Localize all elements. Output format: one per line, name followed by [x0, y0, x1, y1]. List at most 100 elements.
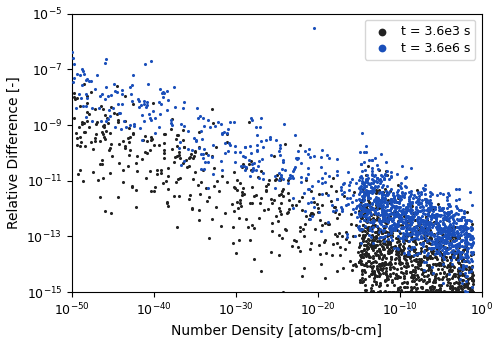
t = 3.6e3 s [464, 278, 471, 284]
t = 3.6e6 s [468, 224, 475, 229]
t = 3.6e6 s [379, 235, 387, 240]
t = 3.6e6 s [444, 201, 452, 206]
t = 3.6e6 s [450, 223, 458, 229]
t = 3.6e6 s [426, 220, 434, 226]
t = 3.6e6 s [444, 224, 452, 229]
t = 3.6e6 s [422, 221, 430, 227]
t = 3.6e6 s [414, 197, 422, 202]
t = 3.6e3 s [459, 271, 467, 277]
t = 3.6e3 s [456, 289, 464, 295]
t = 3.6e3 s [396, 289, 404, 295]
t = 3.6e3 s [212, 205, 220, 210]
t = 3.6e6 s [396, 226, 404, 231]
t = 3.6e3 s [394, 275, 402, 281]
t = 3.6e3 s [428, 289, 436, 295]
t = 3.6e3 s [296, 228, 304, 234]
t = 3.6e3 s [326, 183, 334, 189]
t = 3.6e3 s [232, 177, 240, 183]
t = 3.6e6 s [394, 211, 402, 217]
t = 3.6e6 s [438, 231, 446, 236]
t = 3.6e6 s [342, 202, 349, 208]
t = 3.6e6 s [420, 259, 428, 264]
t = 3.6e3 s [412, 289, 420, 295]
t = 3.6e6 s [362, 191, 370, 197]
t = 3.6e6 s [356, 161, 364, 166]
t = 3.6e3 s [288, 203, 296, 208]
t = 3.6e6 s [386, 234, 394, 239]
t = 3.6e3 s [364, 258, 372, 264]
t = 3.6e6 s [384, 216, 392, 221]
t = 3.6e6 s [272, 137, 280, 142]
t = 3.6e3 s [462, 243, 470, 248]
t = 3.6e3 s [107, 141, 115, 147]
t = 3.6e6 s [468, 203, 475, 208]
t = 3.6e3 s [383, 244, 391, 250]
t = 3.6e3 s [370, 234, 378, 240]
t = 3.6e6 s [76, 72, 84, 78]
t = 3.6e6 s [368, 186, 376, 191]
t = 3.6e6 s [434, 224, 442, 229]
t = 3.6e3 s [394, 275, 402, 280]
t = 3.6e3 s [104, 115, 112, 121]
t = 3.6e3 s [378, 229, 386, 234]
t = 3.6e3 s [328, 175, 336, 181]
t = 3.6e6 s [369, 220, 377, 226]
t = 3.6e3 s [402, 268, 410, 274]
t = 3.6e6 s [210, 124, 218, 129]
t = 3.6e3 s [359, 180, 367, 186]
t = 3.6e3 s [466, 289, 474, 295]
t = 3.6e6 s [322, 152, 330, 158]
t = 3.6e3 s [426, 235, 434, 240]
t = 3.6e3 s [415, 263, 423, 268]
t = 3.6e3 s [365, 224, 373, 229]
t = 3.6e3 s [356, 259, 364, 265]
t = 3.6e6 s [360, 191, 368, 196]
t = 3.6e6 s [385, 226, 393, 231]
t = 3.6e3 s [382, 277, 390, 283]
t = 3.6e3 s [333, 240, 341, 246]
t = 3.6e6 s [438, 215, 446, 221]
t = 3.6e3 s [360, 262, 368, 268]
t = 3.6e3 s [374, 265, 382, 270]
t = 3.6e3 s [376, 280, 384, 286]
t = 3.6e6 s [252, 124, 260, 130]
t = 3.6e6 s [129, 72, 137, 78]
t = 3.6e6 s [462, 229, 470, 235]
t = 3.6e3 s [450, 252, 458, 257]
t = 3.6e3 s [374, 231, 382, 237]
t = 3.6e6 s [209, 142, 217, 148]
t = 3.6e3 s [468, 272, 476, 277]
t = 3.6e6 s [402, 175, 409, 180]
t = 3.6e3 s [372, 259, 380, 264]
t = 3.6e6 s [402, 214, 410, 219]
t = 3.6e3 s [420, 235, 428, 240]
t = 3.6e6 s [109, 105, 117, 111]
t = 3.6e3 s [358, 249, 366, 254]
t = 3.6e6 s [256, 158, 264, 163]
t = 3.6e3 s [448, 253, 456, 258]
t = 3.6e3 s [452, 243, 460, 248]
t = 3.6e3 s [422, 280, 430, 286]
t = 3.6e3 s [434, 266, 442, 272]
t = 3.6e6 s [286, 175, 294, 180]
t = 3.6e6 s [376, 203, 384, 209]
t = 3.6e3 s [212, 144, 220, 150]
t = 3.6e6 s [442, 234, 450, 240]
t = 3.6e6 s [362, 177, 370, 182]
t = 3.6e3 s [391, 275, 399, 281]
t = 3.6e6 s [402, 223, 410, 228]
t = 3.6e3 s [356, 259, 364, 265]
t = 3.6e3 s [404, 207, 412, 212]
t = 3.6e3 s [393, 249, 401, 254]
t = 3.6e3 s [296, 142, 304, 148]
t = 3.6e3 s [114, 120, 122, 125]
t = 3.6e3 s [390, 282, 398, 288]
t = 3.6e6 s [394, 219, 402, 224]
t = 3.6e6 s [194, 146, 202, 151]
t = 3.6e3 s [440, 233, 448, 238]
t = 3.6e3 s [364, 240, 372, 245]
t = 3.6e6 s [384, 213, 392, 218]
t = 3.6e6 s [378, 199, 386, 205]
t = 3.6e3 s [395, 238, 403, 244]
t = 3.6e6 s [284, 180, 292, 185]
